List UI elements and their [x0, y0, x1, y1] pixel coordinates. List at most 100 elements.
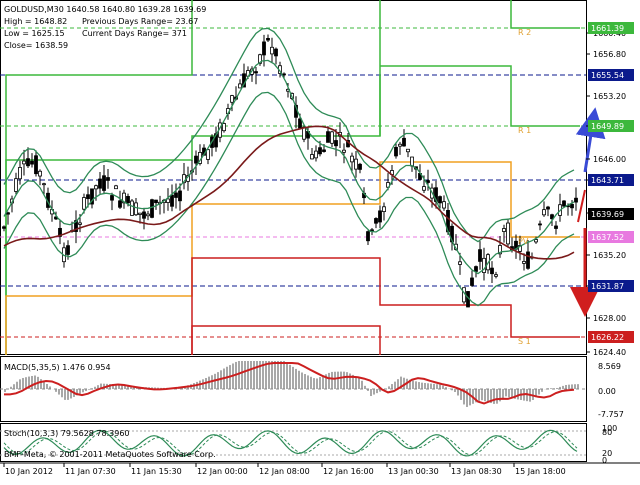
candle — [471, 271, 474, 287]
macd-bar — [40, 379, 42, 389]
candle — [267, 35, 270, 42]
macd-bar — [346, 372, 348, 389]
macd-bar — [58, 389, 60, 395]
macd-bar — [289, 365, 291, 389]
macd-bar — [319, 377, 321, 389]
candle — [543, 201, 546, 217]
bearish-arrow-stem-icon — [578, 190, 585, 222]
macd-bar — [307, 375, 309, 389]
candle — [211, 134, 214, 156]
price-tag-label: 1631.87 — [591, 282, 624, 291]
macd-bar — [424, 383, 426, 389]
current-days-range: Current Days Range= 371 — [82, 29, 187, 38]
r2-label: R 2 — [518, 28, 531, 37]
macd-bar — [430, 384, 432, 389]
macd-tick-label: 0.00 — [598, 387, 616, 396]
macd-bar — [310, 377, 312, 389]
macd-bar — [370, 389, 372, 396]
macd-bar — [250, 361, 252, 389]
candle — [131, 199, 134, 215]
candle — [311, 148, 314, 160]
candle — [403, 129, 406, 147]
macd-bar — [388, 386, 390, 389]
candle — [379, 205, 382, 228]
macd-bar — [19, 379, 21, 389]
macd-bar — [256, 361, 258, 389]
candle — [195, 151, 198, 175]
macd-bar — [82, 389, 84, 392]
stoch-tick-label: 80 — [602, 428, 612, 437]
previous-days-range: Previous Days Range= 23.67 — [82, 17, 198, 26]
candle — [3, 225, 6, 231]
candle — [367, 231, 370, 245]
macd-bar — [340, 372, 342, 389]
price-tick-label: 1646.00 — [593, 155, 626, 164]
candle — [239, 79, 242, 88]
candle — [507, 219, 510, 247]
macd-bar — [439, 385, 441, 389]
high-value: High = 1648.82 — [4, 17, 67, 26]
candle — [275, 47, 278, 64]
macd-bar — [31, 376, 33, 389]
candle — [115, 185, 118, 189]
price-tag: 1661.39 — [588, 22, 634, 34]
candle — [39, 169, 42, 185]
macd-bar — [496, 389, 498, 404]
macd-bar — [331, 372, 333, 389]
macd-bar — [298, 371, 300, 389]
moving-average-line — [4, 126, 574, 258]
macd-bar — [454, 389, 456, 392]
price-tag-label: 1637.52 — [591, 233, 624, 242]
candle — [363, 187, 366, 204]
candle — [75, 210, 78, 243]
macd-bar — [277, 361, 279, 389]
macd-bar — [394, 382, 396, 389]
macd-bar — [244, 361, 246, 389]
candle — [171, 184, 174, 211]
macd-bar — [304, 374, 306, 389]
candle — [59, 220, 62, 244]
macd-bar — [484, 389, 486, 401]
candle — [483, 248, 486, 281]
candle — [559, 194, 562, 222]
macd-bar — [238, 361, 240, 389]
macd-bar — [478, 389, 480, 401]
macd-tick-label: -7.757 — [598, 410, 624, 419]
macd-bar — [79, 389, 81, 394]
price-tick-label: 1628.00 — [593, 314, 626, 323]
macd-bar — [505, 389, 507, 396]
candle — [35, 150, 38, 176]
candle — [499, 236, 502, 258]
macd-bar — [457, 389, 459, 396]
price-tick-label: 1656.80 — [593, 50, 626, 59]
macd-bar — [61, 389, 63, 397]
candle — [147, 211, 150, 220]
macd-bar — [562, 386, 564, 389]
candle — [463, 287, 466, 304]
macd-bar — [481, 389, 483, 400]
macd-bar — [436, 384, 438, 389]
macd-bar — [292, 367, 294, 389]
macd-bar — [469, 389, 471, 405]
stoch-title: Stoch(10,3,3) 79.5628 78.3960 — [4, 429, 130, 438]
close-value: Close= 1638.59 — [4, 41, 68, 50]
macd-bar — [343, 372, 345, 389]
macd-bar — [253, 361, 255, 389]
candle — [295, 96, 298, 128]
macd-title: MACD(5,35,5) 1.476 0.954 — [4, 363, 111, 372]
macd-bar — [361, 381, 363, 389]
macd-bar — [550, 388, 552, 389]
macd-bar — [64, 389, 66, 400]
s1-label: S 1 — [518, 337, 531, 346]
macd-bar — [88, 389, 90, 390]
price-tag-label: 1649.89 — [591, 122, 624, 131]
price-tag: 1637.52 — [588, 231, 634, 243]
macd-bar — [34, 375, 36, 389]
pv-label: PV — [518, 237, 529, 246]
candle — [411, 157, 414, 172]
macd-bar — [364, 386, 366, 389]
